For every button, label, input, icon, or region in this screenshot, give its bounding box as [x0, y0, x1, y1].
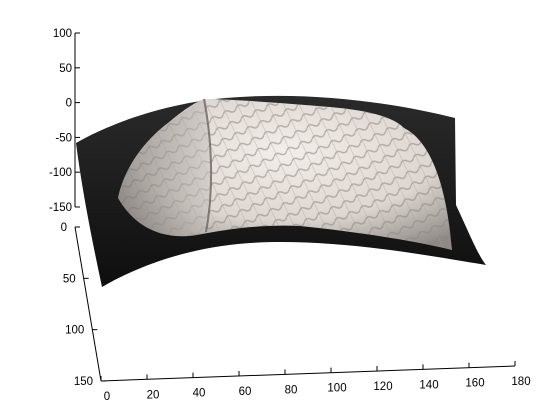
z-tick-label: 50 — [59, 63, 72, 75]
z-tick-label: -100 — [49, 167, 72, 179]
z-tick-label: -50 — [55, 132, 72, 144]
z-tick-label: 0 — [66, 98, 72, 110]
x-tick-label: 180 — [511, 376, 530, 388]
x-axis-line — [100, 365, 516, 382]
x-tick-label: 100 — [327, 383, 346, 395]
surface-ridge — [203, 98, 213, 233]
y-tick-label: 150 — [74, 376, 93, 388]
y-axis-line — [74, 226, 102, 382]
x-tick-label: 140 — [419, 379, 438, 391]
x-tick-label: 60 — [239, 386, 252, 398]
z-tick-label: -150 — [49, 202, 72, 214]
x-tick-label: 160 — [465, 378, 484, 390]
tick-labels: 100 50 0 -50 -100 -150 0 50 100 150 0 20 40 60 80 100 12… — [49, 28, 531, 403]
z-tick-label: 100 — [53, 28, 72, 40]
y-tick-label: 100 — [65, 325, 84, 337]
surface-fabric-flap — [118, 99, 212, 236]
x-tick-label: 80 — [285, 384, 298, 396]
x-tick-label: 20 — [147, 389, 160, 401]
x-tick-label: 40 — [193, 388, 206, 400]
y-tick-label: 0 — [61, 222, 67, 234]
y-tick-label: 50 — [63, 273, 76, 285]
axes — [74, 32, 516, 382]
x-tick-label: 0 — [104, 391, 110, 403]
x-tick-label: 120 — [373, 381, 392, 393]
